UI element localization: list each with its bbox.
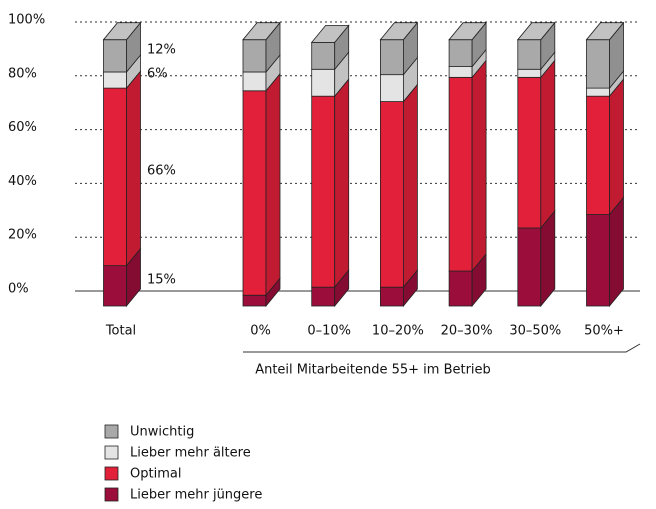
bar-face — [334, 78, 350, 289]
bar-face — [379, 39, 404, 76]
bar-face — [265, 72, 281, 297]
x-axis-title: Anteil Mitarbeitende 55+ im Betrieb — [255, 363, 491, 378]
bar-face — [448, 76, 473, 272]
x-tick-label: Total — [105, 324, 136, 339]
legend-label: Unwichtig — [130, 425, 194, 440]
bar-face — [516, 22, 556, 41]
bar-segment — [103, 69, 141, 267]
x-tick-label: 10–20% — [372, 324, 424, 339]
x-tick-label: 0% — [250, 324, 271, 339]
bar-face — [540, 59, 556, 230]
bar-face — [585, 22, 625, 41]
x-tick-label: 30–50% — [509, 324, 561, 339]
bar-face — [102, 22, 142, 41]
y-tick-label: 80% — [8, 66, 37, 81]
bar-segment — [311, 78, 350, 289]
bar-segment — [516, 21, 556, 71]
bar-face — [379, 22, 419, 41]
bar-face — [311, 286, 336, 307]
bar-face — [448, 66, 473, 78]
data-label: 66% — [147, 163, 176, 178]
bar-face — [448, 270, 473, 307]
legend-swatch — [104, 445, 119, 460]
legend-swatch — [104, 424, 119, 439]
bar-face — [311, 41, 336, 70]
y-tick-label: 20% — [8, 228, 37, 243]
bar-face — [242, 294, 267, 307]
bar-segment — [448, 59, 487, 273]
bar-face — [379, 74, 404, 102]
bar-face — [379, 286, 404, 307]
x-tick-label: 0–10% — [307, 324, 351, 339]
bar-face — [517, 68, 542, 78]
axis-bracket — [243, 343, 641, 353]
x-tick-label: 50%+ — [584, 324, 624, 339]
legend-swatch — [104, 487, 119, 502]
bar-face — [242, 22, 281, 41]
bar-face — [311, 68, 336, 97]
bar-segment — [379, 56, 418, 103]
bar-face — [586, 87, 610, 97]
data-label: 6% — [147, 67, 168, 82]
bar-face — [126, 69, 141, 267]
y-tick-label: 0% — [8, 282, 29, 297]
bar-face — [586, 214, 610, 307]
bar-face — [311, 95, 336, 288]
bar-face — [379, 101, 404, 288]
bar-segment — [586, 196, 624, 308]
bar-segment — [242, 72, 281, 297]
bar-face — [103, 87, 127, 267]
bar-segment — [102, 21, 142, 74]
bar-face — [242, 71, 267, 92]
bar-face — [586, 39, 610, 89]
legend-swatch — [104, 466, 119, 481]
y-tick-label: 60% — [8, 120, 37, 135]
bar-segment — [379, 83, 418, 289]
bar-segment — [586, 78, 624, 216]
bar-face — [609, 78, 624, 216]
bar-segment — [310, 24, 350, 71]
bar-segment — [311, 51, 350, 98]
y-tick-label: 100% — [8, 13, 45, 28]
bar-face — [310, 24, 350, 43]
bar-face — [103, 39, 127, 73]
bar-segment — [517, 59, 556, 230]
y-tick-label: 40% — [8, 174, 37, 189]
bar-face — [402, 83, 418, 289]
bar-segment — [242, 21, 281, 74]
bar-face — [103, 71, 127, 89]
bar-segment — [311, 269, 350, 308]
bar-segment — [517, 209, 556, 308]
bar-face — [517, 39, 542, 70]
x-tick-label: 20–30% — [441, 324, 493, 339]
bar-face — [103, 265, 127, 307]
data-label: 12% — [147, 42, 176, 57]
bar-face — [242, 90, 267, 296]
bar-face — [609, 196, 624, 308]
bar-segment — [448, 252, 487, 308]
bar-segment — [448, 21, 487, 68]
bar-face — [517, 76, 542, 229]
bar-face — [586, 95, 610, 215]
bar-segment — [242, 53, 281, 92]
bar-face — [448, 22, 487, 41]
bar-face — [471, 59, 487, 273]
bar-face — [517, 227, 542, 307]
legend-label: Lieber mehr ältere — [130, 446, 251, 461]
bar-face — [242, 39, 267, 73]
legend-label: Lieber mehr jüngere — [130, 488, 262, 503]
bar-segment — [448, 48, 487, 79]
bar-segment — [379, 21, 419, 76]
legend-label: Optimal — [130, 467, 181, 482]
data-label: 15% — [147, 272, 176, 287]
bar-face — [448, 39, 473, 67]
bar-segment — [585, 21, 625, 90]
